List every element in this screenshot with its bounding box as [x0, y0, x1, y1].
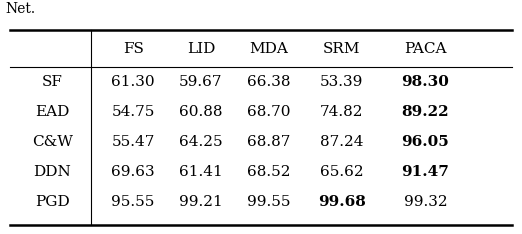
Text: MDA: MDA: [250, 42, 288, 55]
Text: 91.47: 91.47: [401, 165, 449, 179]
Text: PGD: PGD: [35, 195, 69, 209]
Text: 54.75: 54.75: [111, 105, 155, 119]
Text: 87.24: 87.24: [320, 135, 364, 149]
Text: 89.22: 89.22: [401, 105, 449, 119]
Text: 68.52: 68.52: [247, 165, 291, 179]
Text: 66.38: 66.38: [247, 75, 291, 89]
Text: PACA: PACA: [404, 42, 447, 55]
Text: 55.47: 55.47: [111, 135, 155, 149]
Text: 68.87: 68.87: [247, 135, 291, 149]
Text: 69.63: 69.63: [111, 165, 155, 179]
Text: 65.62: 65.62: [320, 165, 364, 179]
Text: 53.39: 53.39: [320, 75, 364, 89]
Text: 99.32: 99.32: [404, 195, 447, 209]
Text: 61.30: 61.30: [111, 75, 155, 89]
Text: SRM: SRM: [323, 42, 361, 55]
Text: LID: LID: [187, 42, 215, 55]
Text: Net.: Net.: [5, 2, 35, 16]
Text: EAD: EAD: [35, 105, 69, 119]
Text: 96.05: 96.05: [401, 135, 449, 149]
Text: C&W: C&W: [32, 135, 73, 149]
Text: 59.67: 59.67: [179, 75, 223, 89]
Text: 95.55: 95.55: [111, 195, 155, 209]
Text: 74.82: 74.82: [320, 105, 364, 119]
Text: 68.70: 68.70: [247, 105, 291, 119]
Text: 98.30: 98.30: [401, 75, 449, 89]
Text: 99.21: 99.21: [179, 195, 223, 209]
Text: SF: SF: [42, 75, 63, 89]
Text: 99.68: 99.68: [318, 195, 366, 209]
Text: DDN: DDN: [33, 165, 71, 179]
Text: 64.25: 64.25: [179, 135, 223, 149]
Text: 60.88: 60.88: [179, 105, 223, 119]
Text: 99.55: 99.55: [247, 195, 291, 209]
Text: FS: FS: [123, 42, 144, 55]
Text: 61.41: 61.41: [179, 165, 223, 179]
